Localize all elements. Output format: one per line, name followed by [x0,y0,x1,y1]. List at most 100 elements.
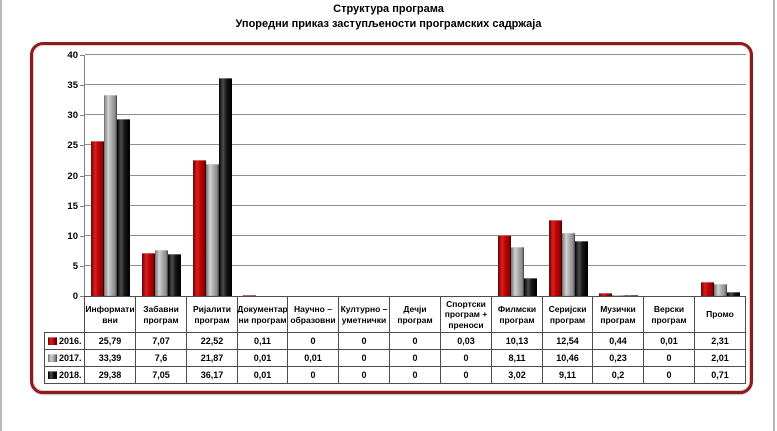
table-header-9-line0: Серијски [548,304,587,314]
table-header-10-line0: Музички [600,304,636,314]
y-tick-35 [80,85,84,87]
y-tick-40 [80,55,84,56]
value-cell-2016-6: 0 [389,332,441,350]
table-header-4-line1: образовни [290,314,336,325]
table-header-8-line0: Филмски [497,304,537,314]
y-axis-label-30: 30 [67,110,78,122]
right-window-edge [773,0,775,431]
y-tick-20 [80,175,84,177]
bar-2018-9 [575,241,588,296]
chart-frame: 0 5 10 15 20 25 30 35 40 Информати вни Забавни прог… [30,42,753,394]
table-header-8: Филмски програм [491,296,543,333]
value-cell-2018-6: 0 [389,366,441,384]
table-header-6-line1: програм [397,314,433,325]
legend-label-2017: 2017. [59,353,82,363]
table-header-12-line0: Промо [706,309,734,320]
table-header-3: Документар ни програм [237,296,288,333]
bar-2016-10 [599,293,612,296]
value-cell-2016-4: 0 [287,332,339,350]
value-cell-2016-2: 22,52 [186,332,238,350]
value-cell-2017-4: 0,01 [287,349,339,367]
y-tick-25 [80,145,84,147]
value-cell-2016-11: 0,01 [643,332,695,350]
y-tick-10 [80,235,84,237]
bar-2016-2 [193,160,206,296]
table-header-6: Дечји програм [389,296,441,333]
legend-label-2018: 2018. [59,370,82,380]
table-header-5-line0: Културно – [340,304,388,314]
bar-2016-8 [498,235,511,296]
table-header-10-line1: програм [600,314,636,325]
legend-cell-2016: 2016. [44,332,85,350]
y-tick-0 [80,296,84,297]
legend-key-2018-icon [48,371,57,379]
legend-label-2016: 2016. [59,336,82,346]
value-cell-2016-12: 2,31 [694,332,746,350]
value-cell-2017-7: 0 [440,349,492,367]
value-cell-2016-0: 25,79 [84,332,136,350]
left-window-edge [0,0,2,431]
value-cell-2018-12: 0,71 [694,366,746,384]
table-header-4: Научно – образовни [287,296,339,333]
table-header-7: Спортски програм + преноси [440,296,492,333]
table-header-9-line1: програм [549,314,586,325]
table-header-2: Ријалити програм [186,296,238,333]
y-axis-label-35: 35 [67,80,78,92]
table-header-7-line2: преноси [448,319,484,330]
value-cell-2018-10: 0,2 [592,366,644,384]
bar-2018-8 [524,278,537,296]
bar-2016-0 [91,141,104,296]
bar-2018-0 [117,119,130,296]
table-header-10: Музички програм [592,296,644,333]
table-header-1: Забавни програм [135,296,187,333]
value-cell-2016-1: 7,07 [135,332,187,350]
table-header-7-line1: програм + [444,309,488,320]
bar-2018-10 [625,295,638,296]
value-cell-2018-7: 0 [440,366,492,384]
value-cell-2017-2: 21,87 [186,349,238,367]
y-axis-label-20: 20 [67,170,78,182]
table-header-3-line1: ни програм [238,314,287,325]
table-header-5: Културно – уметнички [338,296,390,333]
value-cell-2017-3: 0,01 [237,349,288,367]
value-cell-2016-7: 0,03 [440,332,492,350]
value-cell-2017-9: 10,46 [542,349,593,367]
y-axis-label-40: 40 [67,50,78,61]
plot-area [84,54,746,296]
bar-2017-0 [104,95,117,296]
bar-2017-12 [714,284,727,296]
table-header-8-line1: програм [499,314,535,325]
value-cell-2017-8: 8,11 [491,349,543,367]
value-cell-2016-9: 12,54 [542,332,593,350]
y-axis-label-15: 15 [67,200,78,212]
gridline-10 [85,234,746,236]
table-header-1-line0: Забавни [143,304,179,314]
bar-2018-2 [219,78,232,296]
value-cell-2017-0: 33,39 [84,349,136,367]
legend-key-2017-icon [48,354,57,362]
gridline-30 [85,114,746,116]
table-header-2-line1: програм [194,314,230,325]
bar-2017-10 [612,295,625,296]
gridline-25 [85,144,746,146]
bar-2017-9 [562,233,575,296]
chart-title-line2: Упоредни приказ заступљености програмски… [235,18,542,30]
gridline-40 [85,54,746,55]
y-axis-label-25: 25 [67,140,78,152]
legend-cell-2017: 2017. [44,349,85,367]
table-header-0: Информати вни [84,296,136,333]
y-tick-15 [80,205,84,207]
value-cell-2017-12: 2,01 [694,349,746,367]
y-axis-label-0: 0 [72,291,78,302]
bar-2016-12 [701,282,714,296]
bar-2016-1 [142,253,155,296]
bar-2016-3 [243,295,256,296]
chart-title: Структура програма Упоредни приказ засту… [0,2,777,32]
table-header-3-line0: Документар [237,304,288,314]
value-cell-2018-11: 0 [643,366,695,384]
legend-key-2016-icon [48,337,57,345]
value-cell-2017-6: 0 [389,349,441,367]
value-cell-2018-4: 0 [287,366,339,384]
value-cell-2018-8: 3,02 [491,366,543,384]
table-header-4-line0: Научно – [294,304,332,314]
